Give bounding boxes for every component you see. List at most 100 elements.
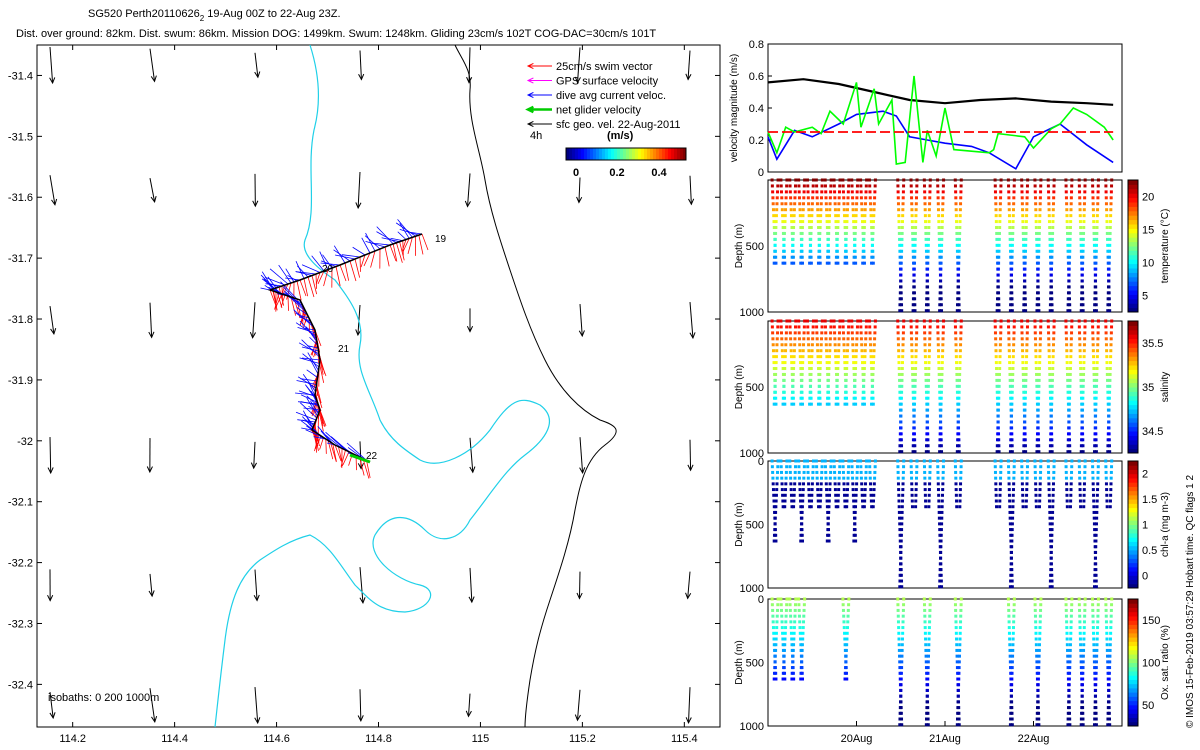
profile-sample [1079,309,1083,313]
dive-avg-current-vector [295,392,316,396]
profile-sample [897,226,901,230]
profile-sample [792,355,796,359]
profile-sample [816,499,820,503]
profile-sample [1051,355,1055,359]
profile-sample [939,550,943,554]
profile-sample [936,337,940,341]
profile-sample [816,355,820,359]
profile-sample [913,402,917,406]
profile-sample [1096,202,1100,206]
profile-sample [997,231,1001,235]
profile-sample [1107,267,1111,271]
profile-sample [1079,505,1083,509]
profile-sample [1094,243,1098,247]
profile-sample [869,214,873,218]
profile-sample [1022,243,1026,247]
swim-vector [354,258,361,278]
legend-swatch [526,120,552,128]
profile-sample [955,660,959,664]
profile-sample [957,444,961,448]
profile-sample [1021,493,1025,497]
profile-sample [1107,402,1111,406]
profile-sample [852,249,856,253]
profile-sample [913,243,917,247]
profile-sample [772,396,776,400]
depth-y-tick-label: 1000 [740,448,764,460]
profile-sample [801,208,805,212]
profile-sample [1025,331,1029,335]
profile-sample [1008,654,1012,658]
profile-sample [1090,319,1094,323]
profile-sample [915,459,919,463]
profile-sample [1082,643,1086,647]
profile-sample [846,202,850,206]
profile-sample [1108,220,1112,224]
profile-sample [1038,493,1042,497]
profile-sample [959,196,963,200]
panel-colorbar-segment [1128,448,1138,454]
profile-sample [923,614,927,618]
swim-vector [287,295,289,311]
profile-sample [800,367,804,371]
profile-sample [956,291,960,295]
profile-sample [851,493,855,497]
profile-sample [810,208,814,212]
profile-sample [1037,396,1041,400]
profile-sample [924,243,928,247]
profile-sample [1050,249,1054,253]
profile-sample [826,522,830,526]
profile-sample [872,482,876,486]
profile-sample [836,355,840,359]
profile-sample [807,220,811,224]
profile-sample [797,476,801,480]
profile-sample [928,597,932,601]
profile-sample [772,533,776,537]
profile-sample [1052,178,1056,182]
profile-sample [815,470,819,474]
profile-sample [873,178,877,182]
profile-sample [792,214,796,218]
profile-sample [791,237,795,241]
profile-sample [1012,608,1016,612]
profile-sample [998,493,1002,497]
profile-sample [772,355,776,359]
profile-sample [1106,291,1110,295]
profile-sample [939,261,943,265]
profile-sample [1020,337,1024,341]
profile-sample [1008,516,1012,520]
profile-sample [998,220,1002,224]
profile-sample [1095,220,1099,224]
panel-colorbar-segment [1128,444,1138,450]
profile-sample [994,202,998,206]
dive-avg-current-vector [310,400,319,415]
profile-sample [791,384,795,388]
profile-sample [1093,285,1097,289]
profile-sample [925,420,929,424]
profile-sample [793,614,797,618]
profile-sample [1106,432,1110,436]
profile-sample [1093,444,1097,448]
profile-sample [1039,465,1043,469]
profile-sample [902,184,906,188]
profile-sample [1007,190,1011,194]
profile-sample [994,482,998,486]
profile-sample [1068,226,1072,230]
profile-sample [825,488,829,492]
profile-sample [955,378,959,382]
profile-sample [779,319,783,323]
profile-sample [1082,220,1086,224]
profile-sample [898,579,902,583]
profile-sample [898,303,902,307]
panel-colorbar-tick-label: 34.5 [1142,426,1163,438]
profile-sample [1064,465,1068,469]
profile-sample [801,499,805,503]
panel-colorbar-segment [1128,562,1138,568]
profile-sample [1095,355,1099,359]
profile-sample [862,505,866,509]
profile-sample [771,190,775,194]
profile-sample [816,261,820,265]
profile-sample [1105,499,1109,503]
dive-avg-current-vector [295,271,313,276]
panel-colorbar-segment [1128,303,1138,309]
